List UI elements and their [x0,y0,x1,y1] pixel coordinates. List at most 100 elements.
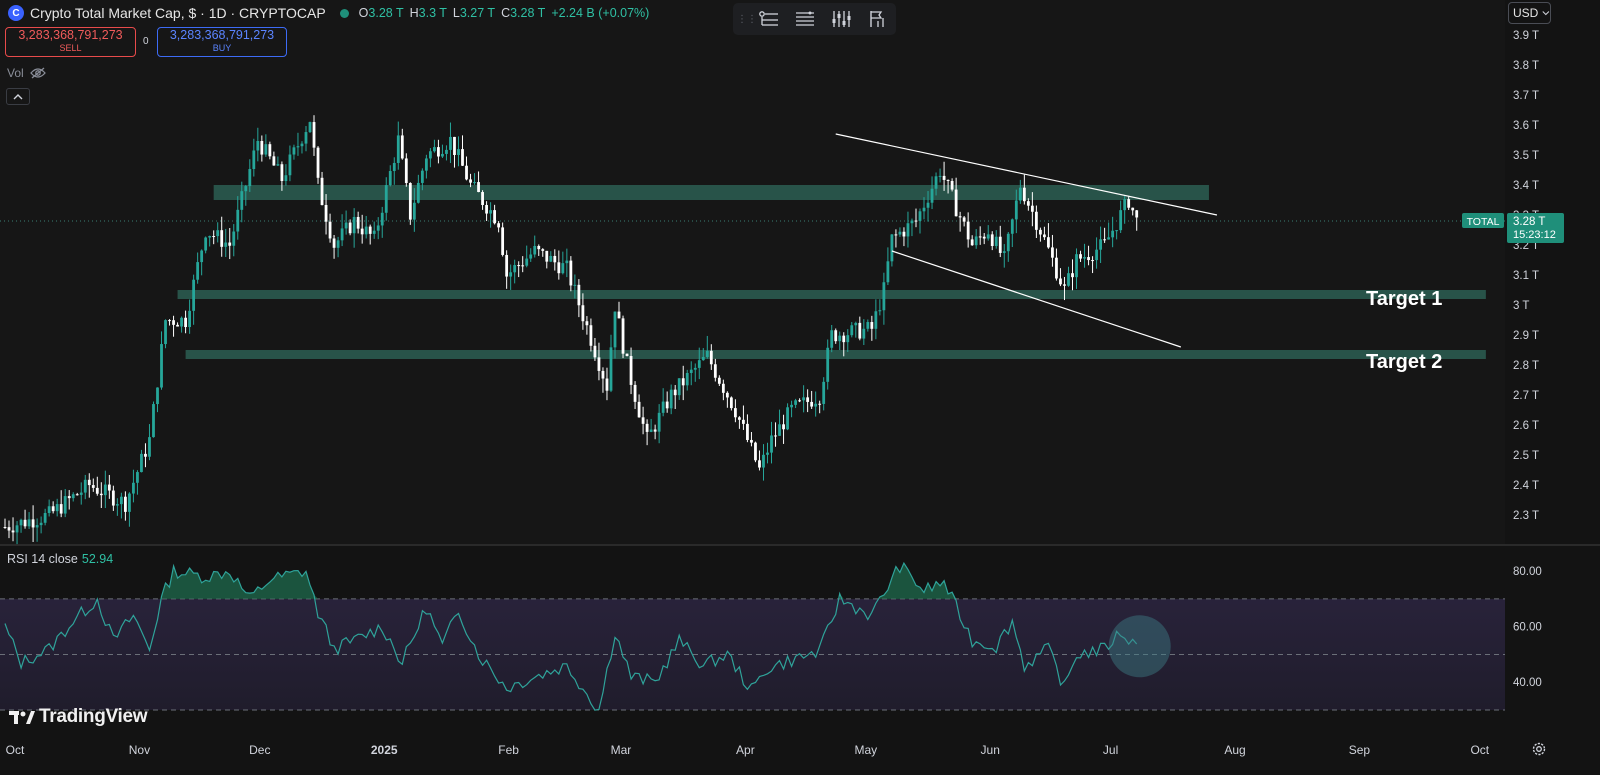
price-axis-label: 3.5 T [1513,150,1539,162]
sell-button[interactable]: 3,283,368,791,273 SELL [5,27,136,57]
volume-legend: Vol [7,66,46,80]
candle [1087,257,1090,261]
buy-button[interactable]: 3,283,368,791,273 BUY [157,27,287,57]
bar-replay-icon[interactable] [859,3,895,35]
candle [268,144,272,157]
candle [55,504,59,512]
candle [617,311,621,319]
candle [244,186,248,192]
candle [742,419,745,424]
candle [469,179,472,183]
candle [934,176,938,189]
price-axis-label: 2.5 T [1513,450,1539,462]
candle [902,231,906,237]
time-axis-label: Aug [1224,743,1245,757]
candle [160,344,163,388]
price-axis-label: 3.8 T [1513,60,1539,72]
candle [172,320,175,325]
candle [870,322,874,329]
candle [43,512,47,523]
candle [348,222,352,234]
candle [1030,205,1034,212]
candle [725,392,729,398]
candle [396,135,400,163]
candle [136,472,139,483]
candle [1127,199,1131,208]
candle [312,122,316,148]
candle [629,356,633,385]
candle [609,347,613,391]
candle [557,262,561,274]
gear-icon[interactable] [1531,741,1547,757]
candle [637,401,641,418]
candle [15,525,19,533]
candle [1038,229,1042,235]
chevron-up-icon[interactable] [6,88,30,105]
candle [970,239,974,246]
data-window-icon[interactable] [787,3,823,35]
candle [705,350,709,357]
candle [1111,230,1115,238]
candle [380,212,384,226]
candle [248,169,252,187]
candle [589,325,593,346]
candle [994,236,998,247]
candle [838,335,842,342]
candle [224,242,228,247]
candle [854,322,858,326]
candle [164,320,167,345]
candle [689,369,693,373]
candle [35,525,39,528]
currency-select[interactable]: USD [1508,2,1551,24]
symbol-title[interactable]: Crypto Total Market Cap, $ · 1D · CRYPTO… [30,5,326,21]
candle [978,236,982,238]
candle [661,401,665,413]
candle [39,522,43,526]
ohlc-change: +2.24 B (+0.07%) [551,6,650,20]
candle [408,183,412,220]
price-axis-label: 3.4 T [1513,180,1539,192]
candle [1043,234,1046,238]
candle [898,231,902,235]
drag-handle-icon[interactable]: ⋮⋮ [737,13,757,25]
ohlc-low: L3.27 T [452,6,496,20]
candle [790,404,793,408]
candle [766,452,769,455]
candle [573,284,577,286]
candle [681,378,685,386]
candle [256,141,260,151]
rsi-axis-label: 60.00 [1513,622,1542,634]
price-axis-label: 2.3 T [1513,510,1539,522]
candle [292,147,296,155]
candle [87,479,91,486]
candle [906,223,910,237]
ohlc-close: C3.28 T [501,6,546,20]
candle [746,423,749,440]
candle [822,381,826,404]
candle [946,179,950,181]
candle [352,216,356,234]
last-price-tag-bg [1507,213,1564,243]
candle [445,149,448,154]
candle [216,230,220,237]
time-axis-label: Oct [6,743,25,757]
price-axis-label: 3.7 T [1513,90,1539,102]
candle [63,496,67,514]
candle [918,211,922,221]
candle [541,249,545,251]
object-tree-icon[interactable] [751,3,787,35]
time-axis-label: 2025 [371,743,398,757]
candle [1047,237,1050,248]
indicators-settings-icon[interactable] [823,3,859,35]
candle [424,158,428,171]
sell-label: SELL [59,43,82,53]
candle [132,482,135,494]
candle [320,177,324,205]
candle [826,347,830,382]
volume-label: Vol [7,66,24,80]
chevron-down-icon [1542,11,1550,16]
candle [669,389,673,409]
ohlc-open: O3.28 T [358,6,404,20]
eye-hidden-icon[interactable] [29,67,46,79]
